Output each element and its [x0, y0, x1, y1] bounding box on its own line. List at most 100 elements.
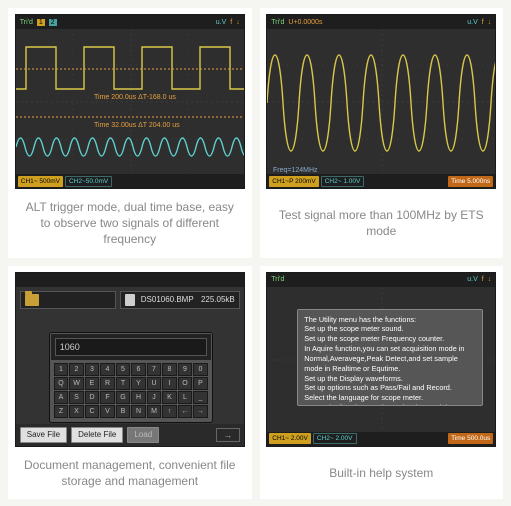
scope-status-bar: Tri'd u.V f ↓ — [267, 273, 495, 287]
keypad-key[interactable]: S — [69, 391, 84, 404]
ch1-chip: CH1~ 2.00V — [269, 433, 311, 444]
help-text-overlay: The Utility menu has the functions: Set u… — [297, 309, 483, 406]
help-line: In Aquire function,you can set acquisiti… — [304, 344, 476, 374]
edge-icon: ↓ — [488, 19, 492, 26]
keypad-key[interactable]: R — [100, 377, 115, 390]
fm-title-bar — [16, 273, 244, 287]
keypad-key[interactable]: C — [85, 405, 100, 418]
keypad-key[interactable]: K — [162, 391, 177, 404]
ch2-chip: CH2~ 2.00V — [313, 433, 357, 444]
trigger-status: Tri'd — [271, 19, 284, 26]
keypad-key[interactable]: 2 — [69, 363, 84, 376]
keypad-key[interactable]: D — [85, 391, 100, 404]
folder-icon — [25, 294, 39, 306]
keypad-key[interactable]: Z — [54, 405, 69, 418]
keypad-key[interactable]: N — [131, 405, 146, 418]
scope-plot-area: Time 200.0us ΔT-168.0 us Time 32.00us ΔT… — [16, 29, 244, 174]
keypad-key[interactable]: G — [116, 391, 131, 404]
keypad-key[interactable]: _ — [193, 391, 208, 404]
keypad-key[interactable]: 9 — [178, 363, 193, 376]
help-line: Set up the Display waveforms. — [304, 374, 476, 384]
oscilloscope-screenshot: Tri'd U+0.0000s u.V f ↓ Freq=124MHz — [266, 14, 496, 189]
keypad-key[interactable]: L — [178, 391, 193, 404]
keypad-key[interactable]: → — [193, 405, 208, 418]
keypad-key[interactable]: T — [116, 377, 131, 390]
fm-button-bar: Save File Delete File Load → — [16, 424, 244, 446]
trigger-status: Tri'd — [271, 276, 284, 283]
keypad-key[interactable]: F — [100, 391, 115, 404]
keypad-key[interactable]: O — [178, 377, 193, 390]
keypad-key[interactable]: V — [100, 405, 115, 418]
edge-icon: ↓ — [488, 276, 492, 283]
help-line: Set up options such as Pass/Fail and Rec… — [304, 383, 476, 393]
time-chip: Time 500.0us — [448, 433, 493, 444]
keypad-key[interactable]: Q — [54, 377, 69, 390]
keypad-key[interactable]: Y — [131, 377, 146, 390]
feature-card-help: Tri'd u.V f ↓ The Utility menu has the f… — [260, 266, 504, 499]
keypad-display[interactable]: 1060 — [55, 338, 207, 356]
oscilloscope-screenshot: Tri'd u.V f ↓ The Utility menu has the f… — [266, 272, 496, 447]
keypad-key[interactable]: B — [116, 405, 131, 418]
scope-plot-area: Freq=124MHz — [267, 29, 495, 174]
keypad-key[interactable]: X — [69, 405, 84, 418]
keypad-key[interactable]: 0 — [193, 363, 208, 376]
cursor-a-text: Time 200.0us ΔT-168.0 us — [94, 94, 176, 101]
feature-card-alt-trigger: Tri'd 1 2 u.V f ↓ — [8, 8, 252, 258]
product-feature-grid: Tri'd 1 2 u.V f ↓ — [0, 0, 511, 506]
feature-card-ets: Tri'd U+0.0000s u.V f ↓ Freq=124MHz — [260, 8, 504, 258]
freq-readout: u.V — [467, 276, 478, 283]
freq-readout: u.V — [216, 19, 227, 26]
help-line: Set up the functions such as Shutdown,Br… — [304, 403, 476, 405]
feature-caption: Document management, convenient file sto… — [14, 447, 246, 493]
keypad-key[interactable]: H — [131, 391, 146, 404]
scope-channel-bar: CH1~P 200mV CH2~ 1.00V Time 5.000ns — [267, 174, 495, 188]
ch1-square-wave — [16, 47, 245, 89]
keypad-key[interactable]: ← — [178, 405, 193, 418]
scope-channel-bar: CH1~ 500mV CH2~50.0mV — [16, 174, 244, 188]
fm-body: DS01060.BMP 225.05kB 1060 1234567890 QWER… — [16, 287, 244, 424]
keypad-key[interactable]: 6 — [131, 363, 146, 376]
load-button[interactable]: Load — [127, 427, 159, 443]
edge-icon: ↓ — [236, 19, 240, 26]
document-icon — [125, 294, 135, 306]
next-page-arrow[interactable]: → — [216, 428, 240, 442]
help-line: The Utility menu has the functions: — [304, 315, 476, 325]
ch2-chip: CH2~ 1.00V — [321, 176, 365, 187]
f-readout: f — [482, 276, 484, 283]
file-info-box[interactable]: DS01060.BMP 225.05kB — [120, 291, 240, 309]
oscilloscope-screenshot: Tri'd 1 2 u.V f ↓ — [15, 14, 245, 189]
keypad-key[interactable]: J — [147, 391, 162, 404]
path-box[interactable] — [20, 291, 116, 309]
scope-channel-bar: CH1~ 2.00V CH2~ 2.00V Time 500.0us — [267, 432, 495, 446]
cursor-b-text: Time 32.00us ΔT 204.00 us — [94, 122, 180, 129]
keypad-key[interactable]: M — [147, 405, 162, 418]
f-readout: f — [482, 19, 484, 26]
ch2-sine-wave — [16, 138, 245, 156]
keypad-key[interactable]: P — [193, 377, 208, 390]
keypad-key[interactable]: 4 — [100, 363, 115, 376]
keypad-key[interactable]: U — [147, 377, 162, 390]
keypad-key[interactable]: ↑ — [162, 405, 177, 418]
keypad-key[interactable]: A — [54, 391, 69, 404]
keypad-key[interactable]: W — [69, 377, 84, 390]
scope-status-bar: Tri'd U+0.0000s u.V f ↓ — [267, 15, 495, 29]
file-manager-screenshot: DS01060.BMP 225.05kB 1060 1234567890 QWER… — [15, 272, 245, 447]
ch1-chip: CH1~P 200mV — [269, 176, 318, 187]
feature-caption: ALT trigger mode, dual time base, easy t… — [14, 189, 246, 252]
keypad-key[interactable]: 8 — [162, 363, 177, 376]
delete-file-button[interactable]: Delete File — [71, 427, 123, 443]
file-size: 225.05kB — [201, 295, 235, 304]
keypad-key[interactable]: 3 — [85, 363, 100, 376]
keypad-key[interactable]: 7 — [147, 363, 162, 376]
freq-readout: u.V — [467, 19, 478, 26]
time-chip: Time 5.000ns — [448, 176, 493, 187]
keypad-key[interactable]: I — [162, 377, 177, 390]
feature-caption: Test signal more than 100MHz by ETS mode — [266, 189, 498, 252]
ch2-chip: CH2~50.0mV — [65, 176, 112, 187]
keypad-key[interactable]: E — [85, 377, 100, 390]
save-file-button[interactable]: Save File — [20, 427, 67, 443]
ets-sine-wave — [267, 55, 496, 151]
help-line: Set up the scope meter Frequency counter… — [304, 334, 476, 344]
keypad-key[interactable]: 5 — [116, 363, 131, 376]
keypad-key[interactable]: 1 — [54, 363, 69, 376]
